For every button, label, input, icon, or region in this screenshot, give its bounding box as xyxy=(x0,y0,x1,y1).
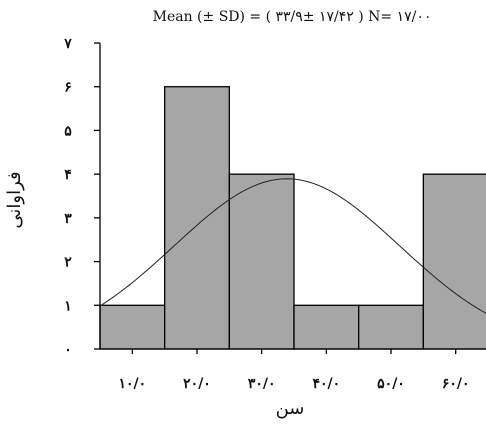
histogram-bar-6 xyxy=(422,173,486,350)
x-tick-label: ۶۰/۰ xyxy=(442,376,470,392)
x-tick-label: ۵۰/۰ xyxy=(377,376,405,392)
y-tick-label: ۶ xyxy=(64,80,72,96)
y-tick-label: ۷ xyxy=(63,36,72,52)
bars-group xyxy=(99,86,486,350)
x-tick-label: ۴۰/۰ xyxy=(312,376,340,392)
x-tick-label: ۳۰/۰ xyxy=(248,376,276,392)
y-tick-label: ۴ xyxy=(64,167,72,183)
y-axis-title: فراوانی xyxy=(4,171,25,228)
normal-curve xyxy=(99,178,486,314)
histogram-bar-4 xyxy=(293,304,360,350)
histogram-bar-5 xyxy=(358,304,424,350)
histogram-bar-3 xyxy=(228,173,295,350)
chart-title: Mean (± SD) = ( ۳۳/۹± ۱۷/۴۲ ) N= ۱۷/۰۰ xyxy=(153,9,432,25)
histogram-bar-2 xyxy=(164,86,230,350)
x-tick-label: ۱۰/۰ xyxy=(118,376,146,392)
y-tick-label: ۵ xyxy=(64,123,72,139)
y-tick-label: ۰ xyxy=(64,342,72,358)
y-tick-label: ۱ xyxy=(64,298,72,314)
x-axis-title: سن xyxy=(276,398,305,419)
axes-group: ۰ ۱ ۲ ۳ ۴ ۵ ۶ ۷ ۱۰/۰ ۲۰/۰ ۳۰/۰ ۴۰/۰ ۵۰/۰ ۶۰/۰ xyxy=(63,36,486,392)
x-tick-label: ۲۰/۰ xyxy=(183,376,211,392)
y-tick-label: ۳ xyxy=(64,211,72,227)
y-tick-label: ۲ xyxy=(64,255,72,271)
histogram-bar-1 xyxy=(99,304,166,350)
